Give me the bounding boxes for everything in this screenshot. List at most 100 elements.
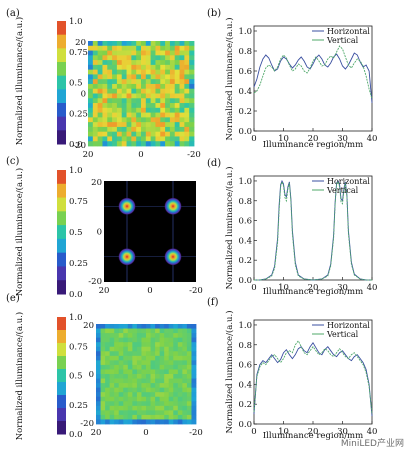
heatmap-cell	[107, 103, 113, 109]
heatmap-cell	[150, 364, 156, 370]
heatmap-cell	[159, 328, 165, 334]
heatmap-cell	[146, 410, 151, 416]
heatmap-cell	[177, 378, 183, 384]
heatmap-cell	[150, 55, 156, 61]
colorbar-segment	[57, 252, 66, 267]
heatmap-cell	[116, 98, 123, 104]
heatmap-cell	[136, 333, 142, 339]
heatmap-cell	[109, 378, 115, 384]
colorbar-segment	[57, 130, 66, 145]
heatmap-cell	[191, 337, 197, 343]
heatmap-cell	[127, 328, 133, 334]
heatmap-cell	[174, 64, 180, 71]
y-tick-label: 0.8	[238, 47, 252, 57]
legend-entry: Vertical	[326, 36, 359, 45]
heatmap-cell	[109, 360, 115, 366]
heatmap-cell	[186, 414, 192, 420]
heatmap-cell	[102, 55, 108, 61]
heatmap-cell	[92, 136, 99, 142]
heatmap-cell	[146, 342, 151, 348]
heatmap-cell	[150, 93, 156, 99]
heatmap-cell	[97, 79, 103, 85]
heatmap-cell	[112, 55, 118, 61]
heatmap-cell	[141, 355, 147, 361]
heatmap-cell	[96, 360, 101, 366]
heatmap-background	[104, 181, 196, 282]
heatmap-cell	[186, 364, 192, 370]
heatmap-cell	[136, 131, 142, 137]
heatmap-cell	[92, 98, 99, 104]
heatmap-cell	[168, 346, 174, 352]
heatmap-cell	[112, 107, 118, 113]
heatmap-cell	[182, 333, 188, 339]
heatmap-cell	[165, 112, 171, 118]
heatmap-cell	[105, 324, 111, 329]
heatmap-cell	[164, 383, 170, 389]
heatmap-cell	[155, 364, 161, 370]
x-axis-label: Illuminance region/mm	[263, 287, 363, 297]
heatmap-cell	[173, 378, 179, 384]
y-tick-label: 20	[91, 178, 102, 188]
heatmap-cell	[165, 74, 171, 80]
heatmap-cell	[116, 74, 123, 80]
heatmap-cell	[112, 98, 118, 104]
heatmap-cell	[121, 112, 127, 118]
heatmap-cell	[92, 41, 99, 47]
heatmap-cell	[164, 396, 170, 402]
heatmap-cell	[136, 141, 142, 147]
heatmap-cell	[116, 69, 123, 75]
heatmap-cell	[150, 69, 156, 75]
heatmap-cell	[136, 50, 142, 56]
heatmap-cell	[141, 383, 147, 389]
heatmap-cell	[189, 60, 195, 66]
heatmap-cell	[114, 360, 120, 366]
heatmap-cell	[160, 88, 166, 94]
heatmap-cell	[150, 88, 156, 94]
heatmap-cell	[107, 69, 113, 75]
heatmap-cell	[155, 328, 161, 334]
heatmap-cell	[182, 396, 188, 402]
heatmap-cell	[114, 383, 120, 389]
heatmap-cell	[184, 103, 190, 109]
heatmap-cell	[177, 374, 183, 379]
heatmap-cell	[105, 351, 111, 357]
heatmap-cell	[107, 117, 113, 123]
heatmap-cell	[100, 324, 106, 329]
heatmap-cell	[136, 360, 142, 366]
heatmap-cell	[109, 405, 115, 411]
heatmap-cell	[169, 122, 176, 128]
heatmap-cell	[136, 387, 142, 393]
x-tick-label: 40	[367, 283, 378, 293]
heatmap-cell	[97, 50, 103, 56]
heatmap-cell	[191, 328, 197, 334]
heatmap-cell	[92, 117, 99, 123]
light-spot	[164, 248, 182, 266]
heatmap-cell	[112, 74, 118, 80]
heatmap-cell	[191, 355, 197, 361]
legend-entry: Vertical	[326, 330, 359, 339]
heatmap-cell	[165, 41, 171, 47]
heatmap-cell	[141, 392, 147, 398]
y-tick-label: 0.6	[238, 217, 252, 227]
heatmap-cell	[155, 369, 161, 375]
heatmap-cell	[150, 103, 156, 109]
heatmap-cell	[96, 410, 101, 416]
heatmap-cell	[132, 401, 138, 407]
heatmap-cell	[136, 383, 142, 389]
heatmap-cell	[116, 112, 123, 118]
heatmap-cell	[165, 136, 171, 142]
heatmap-cell	[100, 378, 106, 384]
heatmap-cell	[164, 333, 170, 339]
heatmap-cell	[189, 55, 195, 61]
heatmap-cell	[155, 69, 161, 75]
heatmap-cell	[109, 387, 115, 393]
heatmap-cell	[102, 103, 108, 109]
heatmap-cell	[131, 131, 137, 137]
heatmap-cell	[155, 414, 161, 420]
heatmap-cell	[92, 103, 99, 109]
heatmap-cell	[182, 360, 188, 366]
series-line-horizontal	[253, 341, 373, 417]
heatmap-cell	[174, 122, 180, 128]
heatmap-cell	[141, 405, 147, 411]
colorbar-tick-label: 0.25	[69, 109, 88, 119]
